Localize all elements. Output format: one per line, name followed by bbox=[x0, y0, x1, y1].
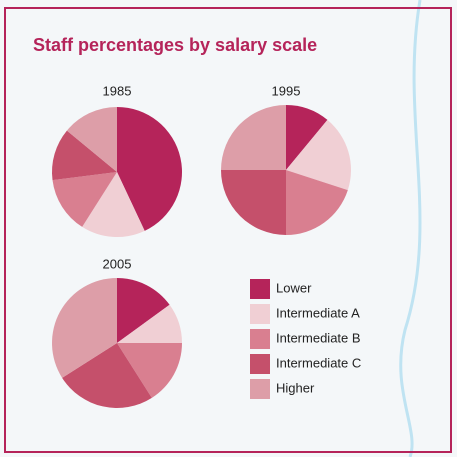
legend-swatch bbox=[250, 354, 270, 374]
legend-swatch bbox=[250, 379, 270, 399]
chart: Staff percentages by salary scale 1985 19… bbox=[0, 0, 457, 457]
legend-swatch bbox=[250, 329, 270, 349]
legend-label: Lower bbox=[276, 280, 312, 295]
chart-title: Staff percentages by salary scale bbox=[33, 35, 317, 55]
legend-label: Intermediate C bbox=[276, 355, 361, 370]
legend-swatch bbox=[250, 279, 270, 299]
background bbox=[0, 0, 457, 457]
pie-label: 1995 bbox=[272, 83, 301, 98]
legend-swatch bbox=[250, 304, 270, 324]
legend-label: Intermediate A bbox=[276, 305, 360, 320]
legend-label: Intermediate B bbox=[276, 330, 361, 345]
legend-label: Higher bbox=[276, 380, 315, 395]
pie-label: 2005 bbox=[103, 256, 132, 271]
pie-label: 1985 bbox=[103, 83, 132, 98]
